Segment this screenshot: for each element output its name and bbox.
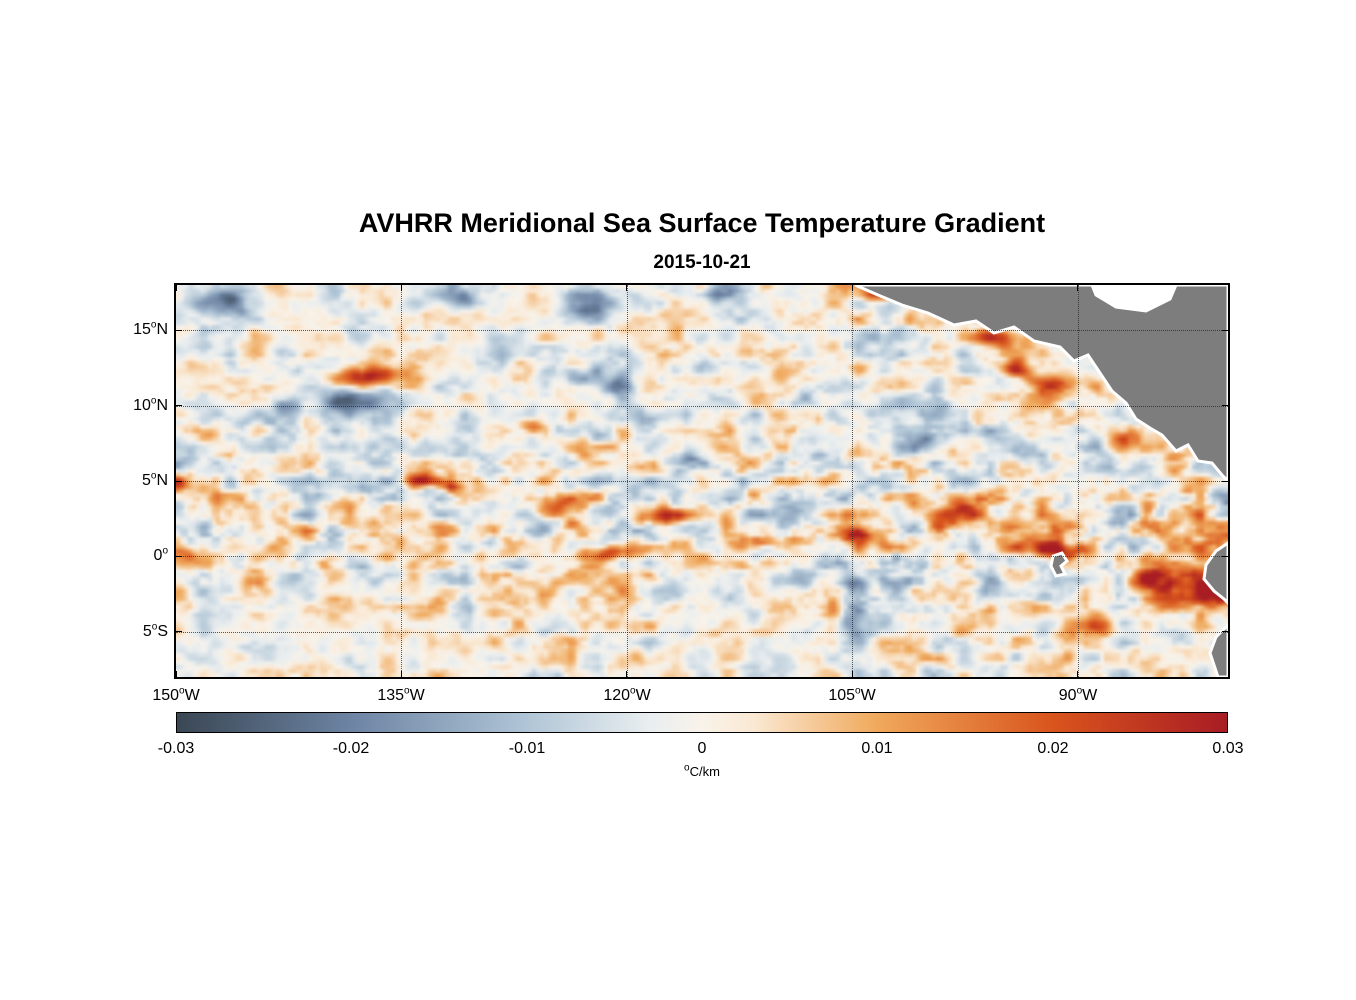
axis-tick (1222, 555, 1228, 557)
gridline-lon-135w (401, 285, 402, 677)
axis-tick (851, 671, 853, 677)
colorbar-tick-label: -0.01 (508, 740, 546, 757)
axis-tick (851, 285, 853, 291)
gridline-lon-105w (852, 285, 853, 677)
degree-symbol: o (684, 762, 690, 774)
axis-tick (176, 405, 182, 407)
x-tick-label-105w: 105oW (828, 685, 876, 704)
gridline-lat-10n (176, 406, 1228, 407)
colorbar-unit-label: oC/km (684, 762, 720, 779)
axis-tick (176, 555, 182, 557)
colorbar-gradient (176, 712, 1228, 733)
axis-tick (1077, 671, 1079, 677)
x-tick-label-120w: 120oW (603, 685, 651, 704)
x-tick-label-90w: 90oW (1058, 685, 1098, 704)
galapagos-islands (1049, 551, 1069, 578)
degree-symbol: o (151, 621, 158, 633)
degree-symbol: o (630, 685, 636, 697)
axis-tick (176, 631, 182, 633)
degree-symbol: o (404, 685, 410, 697)
landmass-south-america-south (1208, 622, 1228, 677)
colorbar-tick-label: -0.03 (157, 740, 195, 757)
chart-date-subtitle: 2015-10-21 (653, 252, 751, 273)
colorbar-tick-label: 0 (697, 740, 707, 757)
degree-symbol: o (150, 470, 157, 482)
degree-symbol: o (1076, 685, 1083, 697)
axis-tick (176, 480, 182, 482)
landmass-central-america (854, 285, 1228, 484)
degree-symbol: o (179, 685, 185, 697)
axis-tick (400, 285, 402, 291)
colorbar-tick-label: -0.02 (332, 740, 370, 757)
caribbean-sea-gap (1090, 285, 1178, 313)
axis-tick (1222, 480, 1228, 482)
degree-symbol: o (162, 545, 168, 557)
degree-symbol: o (150, 319, 157, 331)
axis-tick (1077, 285, 1079, 291)
x-tick-label-150w: 150oW (152, 685, 200, 704)
axis-tick (626, 671, 628, 677)
axis-tick (1222, 405, 1228, 407)
colorbar-tick-label: 0.01 (861, 740, 893, 757)
y-tick-label-5n: 5oN (141, 470, 168, 489)
degree-symbol: o (150, 395, 157, 407)
gridline-lat-15n (176, 330, 1228, 331)
x-tick-label-135w: 135oW (377, 685, 425, 704)
axis-tick (176, 285, 177, 291)
gridline-lon-90w (1078, 285, 1079, 677)
gridline-lat-5n (176, 481, 1228, 482)
landmass-south-america-north (1202, 541, 1228, 606)
axis-tick (1222, 631, 1228, 633)
colorbar-tick-label: 0.02 (1037, 740, 1069, 757)
axis-tick (176, 671, 177, 677)
axis-tick (400, 671, 402, 677)
colorbar-tick-label: 0.03 (1212, 740, 1244, 757)
gridline-lat-0 (176, 556, 1228, 557)
gridline-lon-120w (627, 285, 628, 677)
y-tick-label-15n: 15oN (133, 319, 168, 338)
chart-title: AVHRR Meridional Sea Surface Temperature… (358, 208, 1046, 238)
degree-symbol: o (855, 685, 861, 697)
y-tick-label-0: 0o (153, 545, 168, 564)
gridline-lat-5s (176, 632, 1228, 633)
plot-area (176, 285, 1228, 677)
land-overlay (854, 285, 1228, 677)
y-tick-label-5s: 5oS (142, 621, 168, 640)
axis-tick (626, 285, 628, 291)
axis-tick (1222, 329, 1228, 331)
axis-tick (176, 329, 182, 331)
y-tick-label-10n: 10oN (133, 395, 168, 414)
